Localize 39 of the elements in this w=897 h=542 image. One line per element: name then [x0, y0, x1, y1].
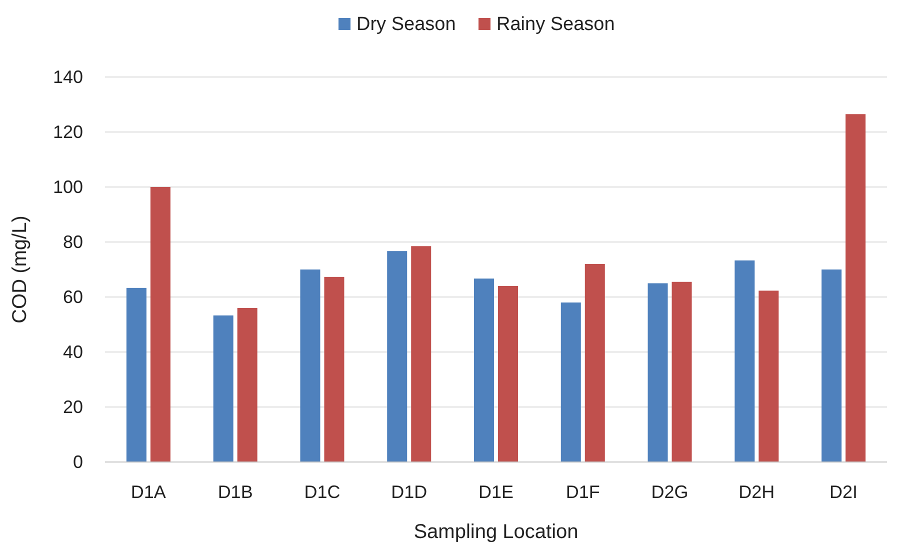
bar	[846, 114, 866, 462]
y-tick-label: 120	[52, 122, 83, 142]
x-tick-label: D2I	[830, 482, 858, 502]
bar	[758, 290, 779, 462]
bar	[648, 283, 668, 462]
bar	[498, 286, 518, 462]
y-tick-label: 40	[62, 342, 83, 362]
x-axis-title: Sampling Location	[414, 521, 578, 542]
y-axis-title: COD (mg/L)	[9, 216, 31, 324]
x-tick-label: D1A	[130, 482, 166, 502]
y-tick-label: 80	[62, 232, 83, 252]
x-tick-label: D1F	[566, 482, 600, 502]
bar	[734, 260, 755, 462]
bar	[560, 302, 581, 462]
y-tick-label: 0	[72, 452, 83, 472]
x-tick-label: D2G	[651, 482, 688, 502]
x-tick-label: D1B	[218, 482, 253, 502]
legend-label: Rainy Season	[496, 14, 615, 35]
y-tick-label: 60	[62, 287, 83, 307]
bar	[213, 315, 234, 462]
y-tick-label: 140	[52, 67, 83, 87]
bar	[584, 264, 605, 462]
bar	[411, 246, 432, 462]
bar	[474, 278, 494, 462]
y-tick-label: 100	[52, 177, 83, 197]
x-tick-label: D1C	[304, 482, 340, 502]
bar	[672, 282, 692, 462]
bar	[126, 288, 146, 462]
legend-label: Dry Season	[356, 14, 456, 35]
x-tick-label: D1D	[391, 482, 428, 502]
bar	[150, 187, 170, 462]
y-tick-label: 20	[62, 397, 83, 417]
x-tick-label: D2H	[738, 482, 775, 502]
bar	[387, 251, 408, 462]
x-tick-label: D1E	[478, 482, 514, 502]
bar	[237, 308, 258, 462]
bar	[822, 270, 842, 462]
bar	[300, 270, 320, 462]
bar	[324, 276, 344, 462]
